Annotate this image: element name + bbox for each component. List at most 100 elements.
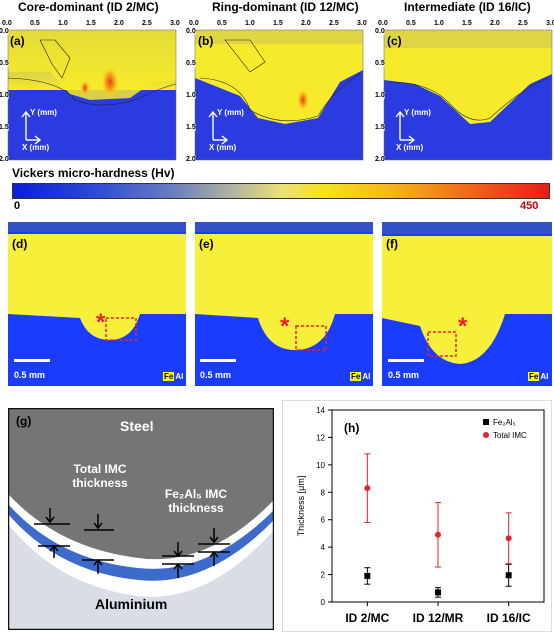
colorbar-min: 0 <box>14 200 21 212</box>
y-tick-label: 10 <box>316 461 325 470</box>
y-tick-label: 1.0 <box>186 92 196 99</box>
legend-label: Fe₂Al₅ <box>493 418 516 427</box>
micrograph-f: * <box>382 222 552 386</box>
y-axis-label-b: Y (mm) <box>217 108 244 117</box>
svg-text:*: * <box>458 313 468 340</box>
x-tick-label: 2.0 <box>490 20 500 27</box>
x-tick-label: 0.5 <box>30 20 40 27</box>
x-tick-label: 0.5 <box>406 20 416 27</box>
y-tick-label: 1.5 <box>0 124 9 131</box>
x-tick-label: ID 2/MC <box>345 611 389 625</box>
panel-label-a: (a) <box>10 34 25 48</box>
y-tick-label: 6 <box>321 516 326 525</box>
x-tick-label: ID 12/MR <box>413 611 464 625</box>
scale-bar-e: 0.5 mm <box>200 370 232 380</box>
y-tick-label: 1.0 <box>375 92 385 99</box>
steel-label: Steel <box>120 418 154 434</box>
panel-label-e: (e) <box>199 237 214 251</box>
x-tick-label: 1.5 <box>86 20 96 27</box>
x-axis-label-a: X (mm) <box>22 143 50 152</box>
micrograph-d: * <box>8 222 186 386</box>
y-tick-label: 4 <box>321 543 326 552</box>
y-tick-label: 2.0 <box>186 156 196 163</box>
x-tick-label: 1.0 <box>434 20 444 27</box>
x-tick-label: 2.0 <box>114 20 124 27</box>
x-tick-label: ID 16/IC <box>487 611 531 625</box>
x-tick-label: 3.0 <box>357 20 367 27</box>
hardness-maps <box>7 29 553 161</box>
y-axis-label-c: Y (mm) <box>404 108 431 117</box>
legend-marker <box>483 419 489 425</box>
scale-bar-d: 0.5 mm <box>14 370 46 380</box>
hardness-map-b <box>194 29 364 161</box>
y-axis-label-a: Y (mm) <box>30 108 57 117</box>
fe2al5-imc-label: Fe₂Al₅ IMC thickness <box>164 487 228 515</box>
hardness-map-c <box>383 29 553 161</box>
y-tick-label: 0.5 <box>375 60 385 67</box>
y-tick-label: 1.5 <box>375 124 385 131</box>
y-tick-label: 8 <box>321 488 326 497</box>
y-tick-label: 14 <box>316 406 325 415</box>
axis-arrows-a <box>21 110 42 145</box>
axis-arrows-b <box>208 110 229 145</box>
total-imc-label: Total IMC thickness <box>72 462 128 490</box>
x-tick-label: 2.5 <box>518 20 528 27</box>
x-tick-label: 1.0 <box>245 20 255 27</box>
colorbar-title: Vickers micro-hardness (Hv) <box>12 166 175 180</box>
colorbar-max: 450 <box>520 200 539 212</box>
x-tick-label: 3.0 <box>170 20 180 27</box>
x-tick-label: 0.0 <box>2 20 12 27</box>
data-point <box>364 572 371 579</box>
fe-al-legend-f: Fe Al <box>528 372 550 381</box>
y-tick-label: 2.0 <box>375 156 385 163</box>
x-tick-label: 1.5 <box>273 20 283 27</box>
y-tick-label: 0.5 <box>0 60 9 67</box>
y-tick-label: 12 <box>316 433 325 442</box>
x-tick-label: 0.0 <box>378 20 388 27</box>
x-tick-label: 1.0 <box>58 20 68 27</box>
legend-label: Total IMC <box>493 431 527 440</box>
panel-title-a: Core-dominant (ID 2/MC) <box>18 0 159 14</box>
y-axis-label: Thickness [μm] <box>296 476 306 537</box>
x-axis-label-c: X (mm) <box>396 143 424 152</box>
x-tick-label: 2.5 <box>329 20 339 27</box>
y-tick-label: 2.0 <box>0 156 9 163</box>
legend-marker <box>483 432 489 438</box>
x-tick-label: 0.5 <box>217 20 227 27</box>
aluminium-label: Aluminium <box>95 596 168 612</box>
panel-label-d: (d) <box>12 237 28 251</box>
micrograph-e: * <box>195 222 373 386</box>
x-axis-label-b: X (mm) <box>209 143 237 152</box>
panel-label-g: (g) <box>16 414 32 428</box>
data-point <box>505 535 512 542</box>
fe-al-legend-d: Fe Al <box>163 372 185 381</box>
panel-label-h: (h) <box>344 421 359 435</box>
scale-bar-f: 0.5 mm <box>388 370 420 380</box>
panel-title-b: Ring-dominant (ID 12/MC) <box>212 0 359 14</box>
svg-text:*: * <box>96 309 106 336</box>
data-point <box>435 531 441 538</box>
y-tick-label: 0.0 <box>375 28 385 35</box>
panel-title-c: Intermediate (ID 16/IC) <box>404 0 531 14</box>
data-point <box>364 485 371 492</box>
y-tick-label: 0.5 <box>186 60 196 67</box>
panel-label-b: (b) <box>198 34 214 48</box>
hardness-map-a <box>7 29 177 161</box>
panel-label-f: (f) <box>386 237 398 251</box>
y-tick-label: 2 <box>321 571 326 580</box>
data-point <box>505 572 512 579</box>
axis-arrows-c <box>395 110 416 145</box>
x-tick-label: 0.0 <box>189 20 199 27</box>
y-tick-label: 0.0 <box>0 28 9 35</box>
svg-text:*: * <box>280 313 290 340</box>
y-tick-label: 1.0 <box>0 92 9 99</box>
colorbar <box>12 183 550 199</box>
chart-background <box>282 400 552 632</box>
micrographs: * * * <box>8 222 552 386</box>
x-tick-label: 2.0 <box>301 20 311 27</box>
y-tick-label: 0.0 <box>186 28 196 35</box>
imc-schematic <box>8 408 274 630</box>
data-point <box>435 589 441 596</box>
y-tick-label: 0 <box>321 598 326 607</box>
x-tick-label: 3.0 <box>546 20 554 27</box>
